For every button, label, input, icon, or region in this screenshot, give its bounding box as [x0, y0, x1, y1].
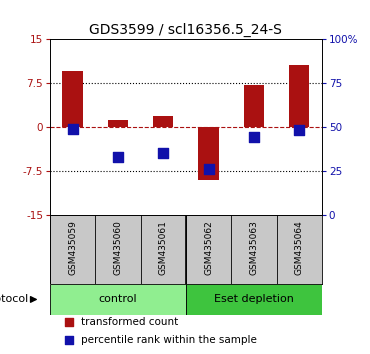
Text: percentile rank within the sample: percentile rank within the sample: [81, 335, 257, 345]
Text: GDS3599 / scl16356.5_24-S: GDS3599 / scl16356.5_24-S: [88, 23, 282, 37]
Bar: [244, 85, 264, 127]
Text: transformed count: transformed count: [81, 316, 178, 327]
Bar: [153, 116, 174, 127]
Text: GSM435060: GSM435060: [114, 221, 122, 275]
Text: GSM435059: GSM435059: [68, 221, 77, 275]
Text: GSM435064: GSM435064: [295, 221, 304, 275]
Point: [66, 319, 72, 325]
Bar: [63, 71, 83, 127]
Bar: [198, 127, 219, 180]
Text: GSM435062: GSM435062: [204, 221, 213, 275]
Point: [206, 166, 212, 172]
Point: [296, 128, 302, 133]
Point: [115, 154, 121, 160]
Bar: [186, 284, 322, 314]
Text: Eset depletion: Eset depletion: [214, 295, 294, 304]
Point: [160, 150, 166, 156]
Point: [70, 126, 75, 132]
Text: protocol: protocol: [0, 295, 28, 304]
Point: [66, 337, 72, 343]
Text: GSM435063: GSM435063: [249, 221, 258, 275]
Bar: [289, 65, 309, 127]
Bar: [108, 120, 128, 127]
Bar: [50, 284, 186, 314]
Text: control: control: [99, 295, 137, 304]
Point: [251, 135, 257, 140]
Text: GSM435061: GSM435061: [159, 221, 168, 275]
